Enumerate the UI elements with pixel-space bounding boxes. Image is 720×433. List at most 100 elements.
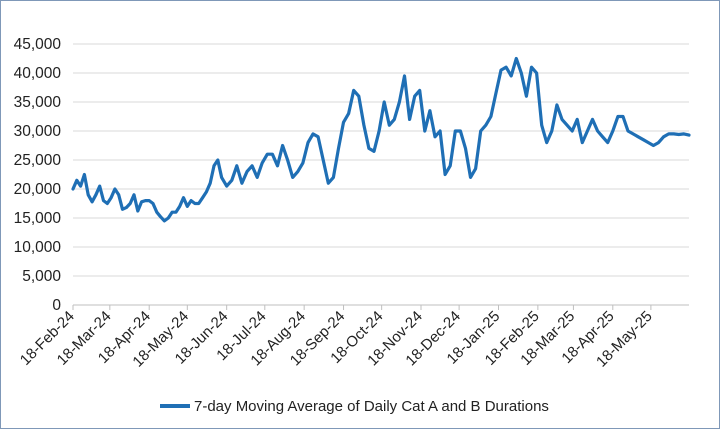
data-point <box>576 118 578 121</box>
data-point <box>209 182 211 184</box>
data-point <box>197 202 200 205</box>
data-point <box>129 202 131 205</box>
data-point <box>515 57 518 60</box>
data-point <box>637 136 639 138</box>
data-point <box>72 188 74 190</box>
data-point <box>464 147 467 150</box>
data-point <box>449 165 452 167</box>
data-point <box>352 89 355 92</box>
data-point <box>205 191 208 193</box>
data-point <box>271 153 274 155</box>
data-point <box>83 173 86 176</box>
data-point <box>601 136 604 138</box>
data-point <box>98 185 101 187</box>
data-point <box>556 104 558 106</box>
data-point <box>261 162 264 164</box>
data-point <box>225 185 228 187</box>
data-point <box>408 118 411 121</box>
data-point <box>683 133 685 135</box>
data-point <box>178 205 181 208</box>
y-tick-label: 35,000 <box>14 94 62 111</box>
data-point <box>485 124 487 126</box>
legend: 7-day Moving Average of Daily Cat A and … <box>160 398 549 415</box>
data-point <box>106 202 109 205</box>
data-point <box>495 92 497 95</box>
data-point <box>535 72 538 74</box>
data-point <box>152 202 154 205</box>
data-point <box>231 179 233 182</box>
data-point <box>87 194 89 196</box>
y-tick-label: 10,000 <box>14 239 62 256</box>
x-axis: 18-Feb-2418-Mar-2418-Apr-2418-May-2418-J… <box>17 305 656 371</box>
data-point <box>520 72 523 74</box>
data-point <box>586 130 589 132</box>
data-point <box>398 101 401 103</box>
data-point <box>182 196 185 199</box>
data-point <box>133 194 135 196</box>
data-point <box>596 130 599 132</box>
data-point <box>622 115 624 118</box>
data-point <box>251 165 253 167</box>
data-point <box>140 201 143 203</box>
data-point <box>647 141 650 144</box>
data-point <box>241 182 243 184</box>
data-point <box>424 130 426 132</box>
data-point <box>368 147 370 150</box>
data-point <box>102 199 105 202</box>
data-point <box>434 136 436 138</box>
data-point <box>91 201 93 203</box>
data-point <box>652 144 655 147</box>
data-point <box>510 75 512 77</box>
data-point <box>459 130 462 132</box>
data-point <box>322 159 325 161</box>
data-point <box>688 134 690 136</box>
data-point <box>540 124 543 126</box>
data-point <box>561 118 563 121</box>
y-tick-label: 30,000 <box>14 123 62 140</box>
data-point <box>217 159 219 161</box>
data-point <box>159 216 162 218</box>
y-tick-label: 15,000 <box>14 210 62 227</box>
data-point <box>662 136 665 138</box>
data-point <box>530 66 533 68</box>
data-point <box>167 217 170 219</box>
y-tick-label: 40,000 <box>14 65 62 82</box>
gridlines <box>73 43 689 306</box>
data-point <box>256 176 258 179</box>
data-point <box>591 118 594 121</box>
data-point <box>317 136 319 138</box>
data-point <box>678 133 680 136</box>
data-point <box>474 167 477 170</box>
data-point <box>413 95 416 97</box>
data-point <box>525 95 528 97</box>
data-point <box>444 173 446 176</box>
data-point <box>337 147 340 150</box>
data-point <box>156 211 158 213</box>
data-point <box>454 130 457 132</box>
data-point <box>581 141 584 144</box>
data-point <box>378 130 380 132</box>
data-point <box>667 133 670 135</box>
data-point <box>190 199 192 202</box>
data-point <box>281 144 284 147</box>
series-line <box>71 56 691 223</box>
data-point <box>627 130 629 132</box>
data-point <box>302 162 304 164</box>
data-point <box>642 138 645 141</box>
data-point <box>201 196 204 199</box>
data-point <box>286 159 289 161</box>
data-point <box>373 150 375 153</box>
data-point <box>95 194 97 196</box>
data-point <box>342 121 345 124</box>
data-point <box>612 130 614 132</box>
data-point <box>276 165 279 167</box>
data-point <box>148 199 150 202</box>
data-point <box>551 130 553 132</box>
series-layer <box>71 56 691 223</box>
data-point <box>545 141 548 144</box>
data-point <box>220 176 223 179</box>
data-point <box>175 211 177 213</box>
data-point <box>347 112 350 115</box>
y-tick-label: 20,000 <box>14 181 62 198</box>
